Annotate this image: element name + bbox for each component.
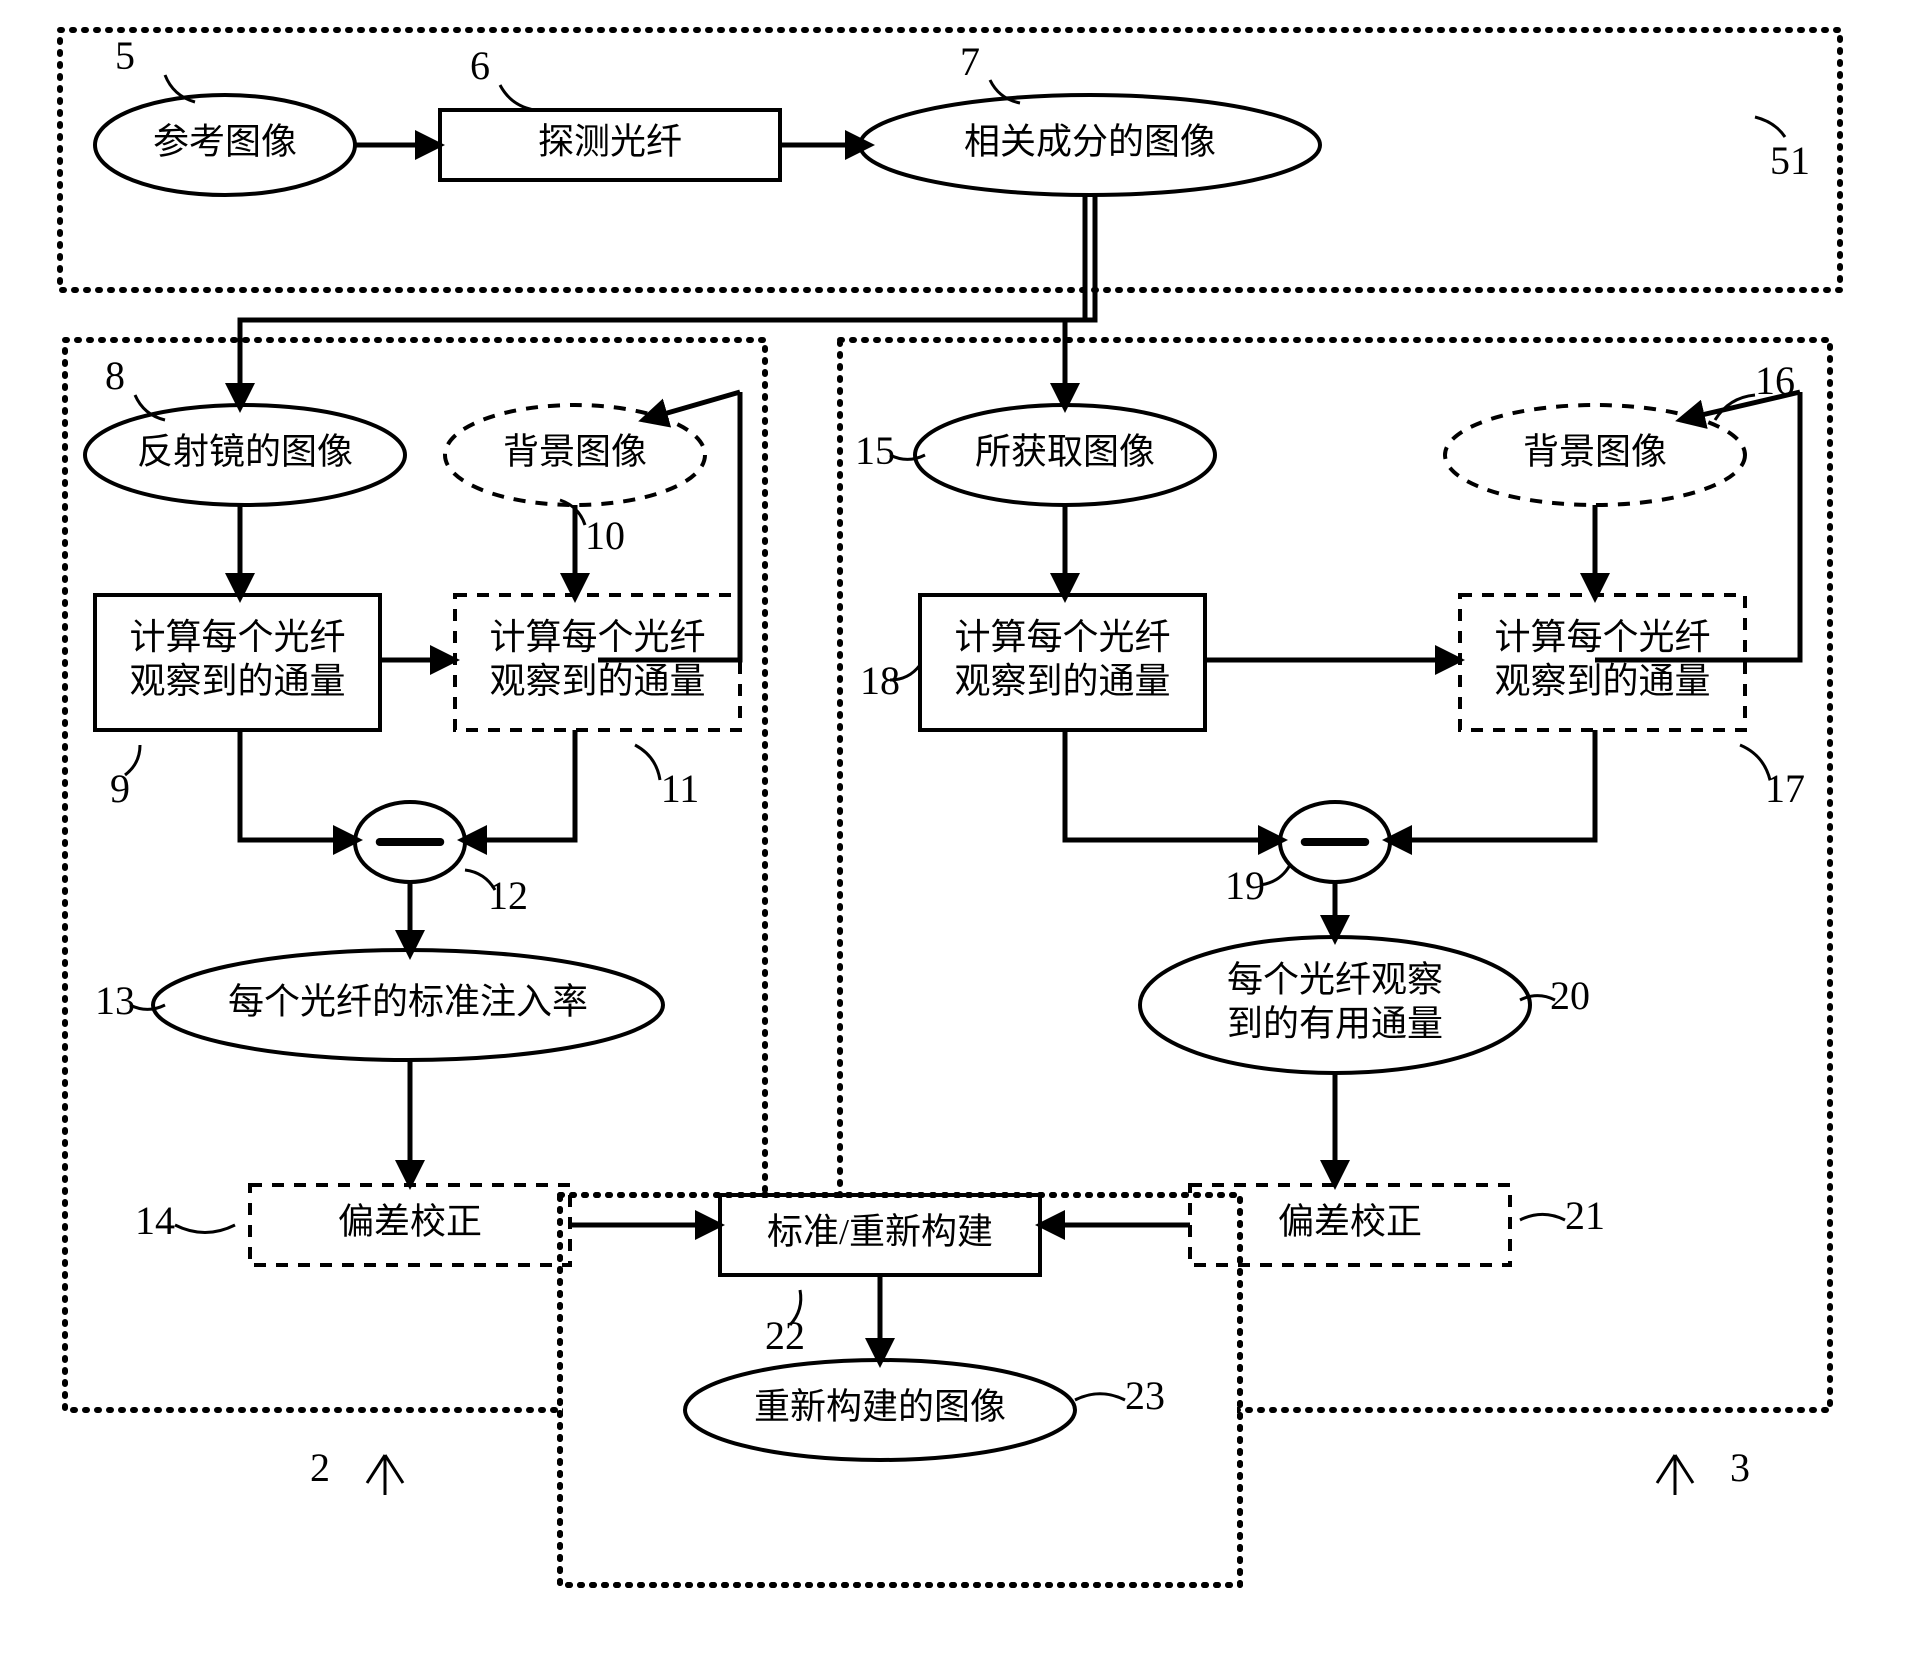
node-text: 每个光纤的标准注入率 (228, 981, 588, 1021)
arrows-layer (240, 145, 1800, 1363)
callout-label: 19 (1225, 863, 1265, 908)
group-label: 51 (1770, 138, 1810, 183)
callout-leader (500, 85, 535, 110)
callout-label: 16 (1755, 358, 1795, 403)
callout-label: 13 (95, 978, 135, 1023)
callout-label: 15 (855, 428, 895, 473)
callout-label: 10 (585, 513, 625, 558)
node-text: 观察到的通量 (129, 661, 345, 701)
node-text: 每个光纤观察 (1227, 959, 1443, 999)
callout-leader (1520, 1214, 1565, 1220)
callout-leader (175, 1225, 235, 1233)
node-text: 观察到的通量 (489, 661, 705, 701)
node-text: 所获取图像 (975, 431, 1155, 471)
flow-diagram: 51234参考图像探测光纤相关成分的图像反射镜的图像背景图像计算每个光纤观察到的… (0, 0, 1930, 1658)
callout-label: 21 (1565, 1193, 1605, 1238)
callout-label: 18 (860, 658, 900, 703)
node-text: 标准/重新构建 (767, 1211, 993, 1251)
node-text: 背景图像 (503, 431, 647, 471)
callout-label: 5 (115, 33, 135, 78)
flow-arrow (462, 730, 575, 840)
node-text: 参考图像 (153, 121, 297, 161)
node-text: 偏差校正 (1278, 1201, 1422, 1241)
callout-label: 9 (110, 766, 130, 811)
group-label: 3 (1730, 1445, 1750, 1490)
node-text: 反射镜的图像 (137, 431, 353, 471)
node-text: 到的有用通量 (1227, 1003, 1443, 1043)
callout-label: 14 (135, 1198, 175, 1243)
node-text: 相关成分的图像 (964, 121, 1216, 161)
flow-arrow (1065, 730, 1283, 840)
flow-arrow (240, 195, 1085, 408)
node-text: 偏差校正 (338, 1201, 482, 1241)
node-text: 计算每个光纤 (129, 617, 345, 657)
callout-label: 23 (1125, 1373, 1165, 1418)
group-box (60, 30, 1840, 290)
flow-arrow (1065, 195, 1095, 408)
callout-label: 12 (488, 873, 528, 918)
node-text: 计算每个光纤 (1494, 617, 1710, 657)
flow-arrow (240, 730, 358, 840)
callout-leader (890, 455, 925, 459)
callout-label: 20 (1550, 973, 1590, 1018)
callout-label: 11 (661, 766, 700, 811)
callout-leader (635, 745, 660, 780)
node-text: 计算每个光纤 (489, 617, 705, 657)
callout-label: 17 (1765, 766, 1805, 811)
flow-arrow (1387, 730, 1595, 840)
group-label: 2 (310, 1445, 330, 1490)
callout-leader (130, 1005, 165, 1009)
node-text: 背景图像 (1523, 431, 1667, 471)
node-text: 探测光纤 (538, 121, 682, 161)
callout-label: 22 (765, 1313, 805, 1358)
node-text: 计算每个光纤 (954, 617, 1170, 657)
node-text: 观察到的通量 (954, 661, 1170, 701)
callout-label: 8 (105, 353, 125, 398)
callout-label: 7 (960, 39, 980, 84)
callout-label: 6 (470, 43, 490, 88)
node-text: 重新构建的图像 (754, 1386, 1006, 1426)
node-text: 观察到的通量 (1494, 661, 1710, 701)
